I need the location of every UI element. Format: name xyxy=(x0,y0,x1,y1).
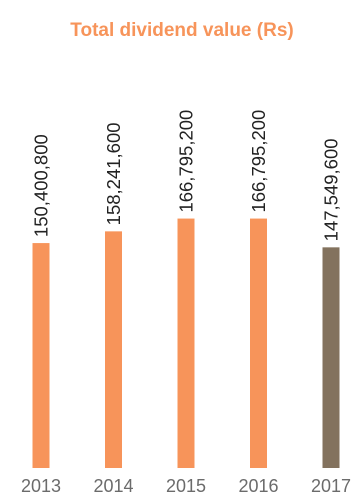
x-axis-ticks-group: 2013 2014 2015 2016 2017 xyxy=(21,476,351,496)
x-tick-label-2014: 2014 xyxy=(93,476,133,496)
bar-value-label-2016: 166,795,200 xyxy=(248,110,269,213)
bar-2015 xyxy=(177,218,195,468)
x-tick-label-2015: 2015 xyxy=(166,476,206,496)
bar-2014 xyxy=(105,231,122,468)
x-tick-label-2017: 2017 xyxy=(311,476,351,496)
bar-value-label-2013: 150,400,800 xyxy=(31,134,52,237)
bar-value-label-2015: 166,795,200 xyxy=(176,110,197,213)
bar-2016 xyxy=(250,218,267,468)
chart-title: Total dividend value (Rs) xyxy=(70,20,294,41)
bar-2017 xyxy=(322,247,340,468)
bar-value-label-2017: 147,549,600 xyxy=(321,138,342,241)
value-labels-group: 150,400,800 158,241,600 166,795,200 166,795… xyxy=(31,110,342,242)
bars-group xyxy=(32,218,340,468)
x-tick-label-2013: 2013 xyxy=(21,476,61,496)
bar-2013 xyxy=(32,243,50,468)
bar-value-label-2014: 158,241,600 xyxy=(103,122,124,225)
x-tick-label-2016: 2016 xyxy=(238,476,278,496)
